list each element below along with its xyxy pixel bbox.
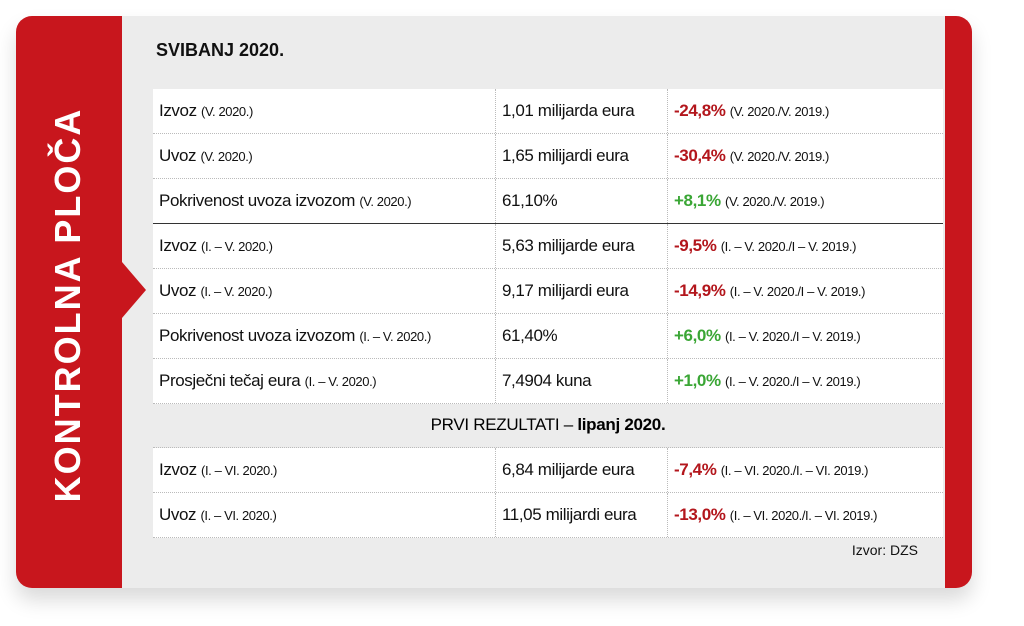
value-cell: 1,65 milijardi eura — [495, 134, 672, 178]
change-note: (I. – V. 2020./I – V. 2019.) — [720, 239, 857, 254]
label-note: (I. – V. 2020.) — [201, 239, 273, 254]
label-cell: Prosječni tečaj eura (I. – V. 2020.) — [159, 359, 485, 403]
change-note: (I. – V. 2020./I – V. 2019.) — [725, 374, 861, 389]
change-cell: -9,5% (I. – V. 2020./I – V. 2019.) — [667, 224, 944, 268]
change: +6,0% — [674, 326, 721, 345]
label-note: (I. – V. 2020.) — [200, 284, 273, 299]
table-row: Izvoz (V. 2020.) 1,01 milijarda eura -24,8… — [153, 89, 943, 134]
table-row: Pokrivenost uvoza izvozom (V. 2020.) 61,1… — [153, 179, 943, 224]
value-cell: 61,10% — [495, 179, 672, 223]
value-cell: 1,01 milijarda eura — [495, 89, 672, 133]
label: Prosječni tečaj eura — [159, 371, 301, 390]
label: Pokrivenost uvoza izvozom — [159, 191, 355, 210]
label-cell: Uvoz (V. 2020.) — [159, 134, 485, 178]
label-note: (I. – VI. 2020.) — [200, 508, 277, 523]
value: 7,4904 kuna — [502, 371, 592, 390]
change-note: (I. – VI. 2020./I. – VI. 2019.) — [720, 463, 869, 478]
change: -30,4% — [674, 146, 726, 165]
subheader: PRVI REZULTATI – lipanj 2020. — [153, 403, 943, 448]
label-cell: Izvoz (V. 2020.) — [159, 89, 485, 133]
change-note: (V. 2020./V. 2019.) — [729, 149, 830, 164]
label-note: (V. 2020.) — [201, 104, 253, 119]
value-cell: 61,40% — [495, 314, 672, 358]
label: Uvoz — [159, 281, 197, 300]
value: 5,63 milijarde eura — [502, 236, 635, 255]
table-row: Izvoz (I. – V. 2020.) 5,63 milijarde eura… — [153, 224, 943, 269]
value-cell: 9,17 milijardi eura — [495, 269, 672, 313]
change-note: (I. – V. 2020./I – V. 2019.) — [729, 284, 866, 299]
label-cell: Uvoz (I. – V. 2020.) — [159, 269, 485, 313]
label: Uvoz — [159, 146, 197, 165]
change: -13,0% — [674, 505, 726, 524]
source: Izvor: DZS — [851, 542, 918, 558]
change-cell: +1,0% (I. – V. 2020./I – V. 2019.) — [667, 359, 944, 403]
label: Izvoz — [159, 236, 197, 255]
value: 6,84 milijarde eura — [502, 460, 635, 479]
table-row: Pokrivenost uvoza izvozom (I. – V. 2020.… — [153, 314, 943, 359]
change: +1,0% — [674, 371, 721, 390]
label-cell: Uvoz (I. – VI. 2020.) — [159, 493, 485, 537]
value: 1,65 milijardi eura — [502, 146, 629, 165]
notch — [122, 262, 146, 318]
value: 1,01 milijarda eura — [502, 101, 635, 120]
change-note: (V. 2020./V. 2019.) — [725, 194, 825, 209]
table-row: Uvoz (V. 2020.) 1,65 milijardi eura -30,4%… — [153, 134, 943, 179]
label-cell: Pokrivenost uvoza izvozom (V. 2020.) — [159, 179, 485, 223]
label-note: (I. – V. 2020.) — [359, 329, 431, 344]
change: -7,4% — [674, 460, 717, 479]
value-cell: 5,63 milijarde eura — [495, 224, 672, 268]
change-cell: +8,1% (V. 2020./V. 2019.) — [667, 179, 944, 223]
change: -9,5% — [674, 236, 717, 255]
change: +8,1% — [674, 191, 721, 210]
value-cell: 11,05 milijardi eura — [495, 493, 672, 537]
change-cell: -14,9% (I. – V. 2020./I – V. 2019.) — [667, 269, 944, 313]
sidebar-title: KONTROLNA PLOČA — [47, 107, 88, 503]
value: 61,10% — [502, 191, 558, 210]
change-cell: +6,0% (I. – V. 2020./I – V. 2019.) — [667, 314, 944, 358]
label-note: (V. 2020.) — [359, 194, 412, 209]
label-cell: Izvoz (I. – VI. 2020.) — [159, 448, 485, 492]
label-cell: Pokrivenost uvoza izvozom (I. – V. 2020.… — [159, 314, 485, 358]
table-row: Uvoz (I. – VI. 2020.) 11,05 milijardi eur… — [153, 493, 943, 538]
label: Izvoz — [159, 101, 197, 120]
label: Izvoz — [159, 460, 197, 479]
label-note: (I. – V. 2020.) — [304, 374, 377, 389]
table-row: Izvoz (I. – VI. 2020.) 6,84 milijarde eur… — [153, 448, 943, 493]
change-cell: -13,0% (I. – VI. 2020./I. – VI. 2019.) — [667, 493, 944, 537]
label: Uvoz — [159, 505, 197, 524]
label: Pokrivenost uvoza izvozom — [159, 326, 355, 345]
change: -14,9% — [674, 281, 726, 300]
subheader-text: PRVI REZULTATI – — [430, 415, 574, 434]
change-note: (I. – VI. 2020./I. – VI. 2019.) — [729, 508, 878, 523]
label-note: (I. – VI. 2020.) — [201, 463, 277, 478]
label-note: (V. 2020.) — [200, 149, 253, 164]
table-row: Prosječni tečaj eura (I. – V. 2020.) 7,49… — [153, 359, 943, 404]
value: 61,40% — [502, 326, 558, 345]
table-row: Uvoz (I. – V. 2020.) 9,17 milijardi eura -… — [153, 269, 943, 314]
change-cell: -24,8% (V. 2020./V. 2019.) — [667, 89, 944, 133]
change-cell: -30,4% (V. 2020./V. 2019.) — [667, 134, 944, 178]
change: -24,8% — [674, 101, 726, 120]
value: 11,05 milijardi eura — [502, 505, 637, 524]
value: 9,17 milijardi eura — [502, 281, 629, 300]
change-note: (V. 2020./V. 2019.) — [729, 104, 830, 119]
section-title: SVIBANJ 2020. — [156, 40, 285, 60]
change-note: (I. – V. 2020./I – V. 2019.) — [725, 329, 861, 344]
subheader-bold: lipanj 2020. — [577, 415, 666, 434]
value-cell: 7,4904 kuna — [495, 359, 672, 403]
value-cell: 6,84 milijarde eura — [495, 448, 672, 492]
change-cell: -7,4% (I. – VI. 2020./I. – VI. 2019.) — [667, 448, 944, 492]
label-cell: Izvoz (I. – V. 2020.) — [159, 224, 485, 268]
